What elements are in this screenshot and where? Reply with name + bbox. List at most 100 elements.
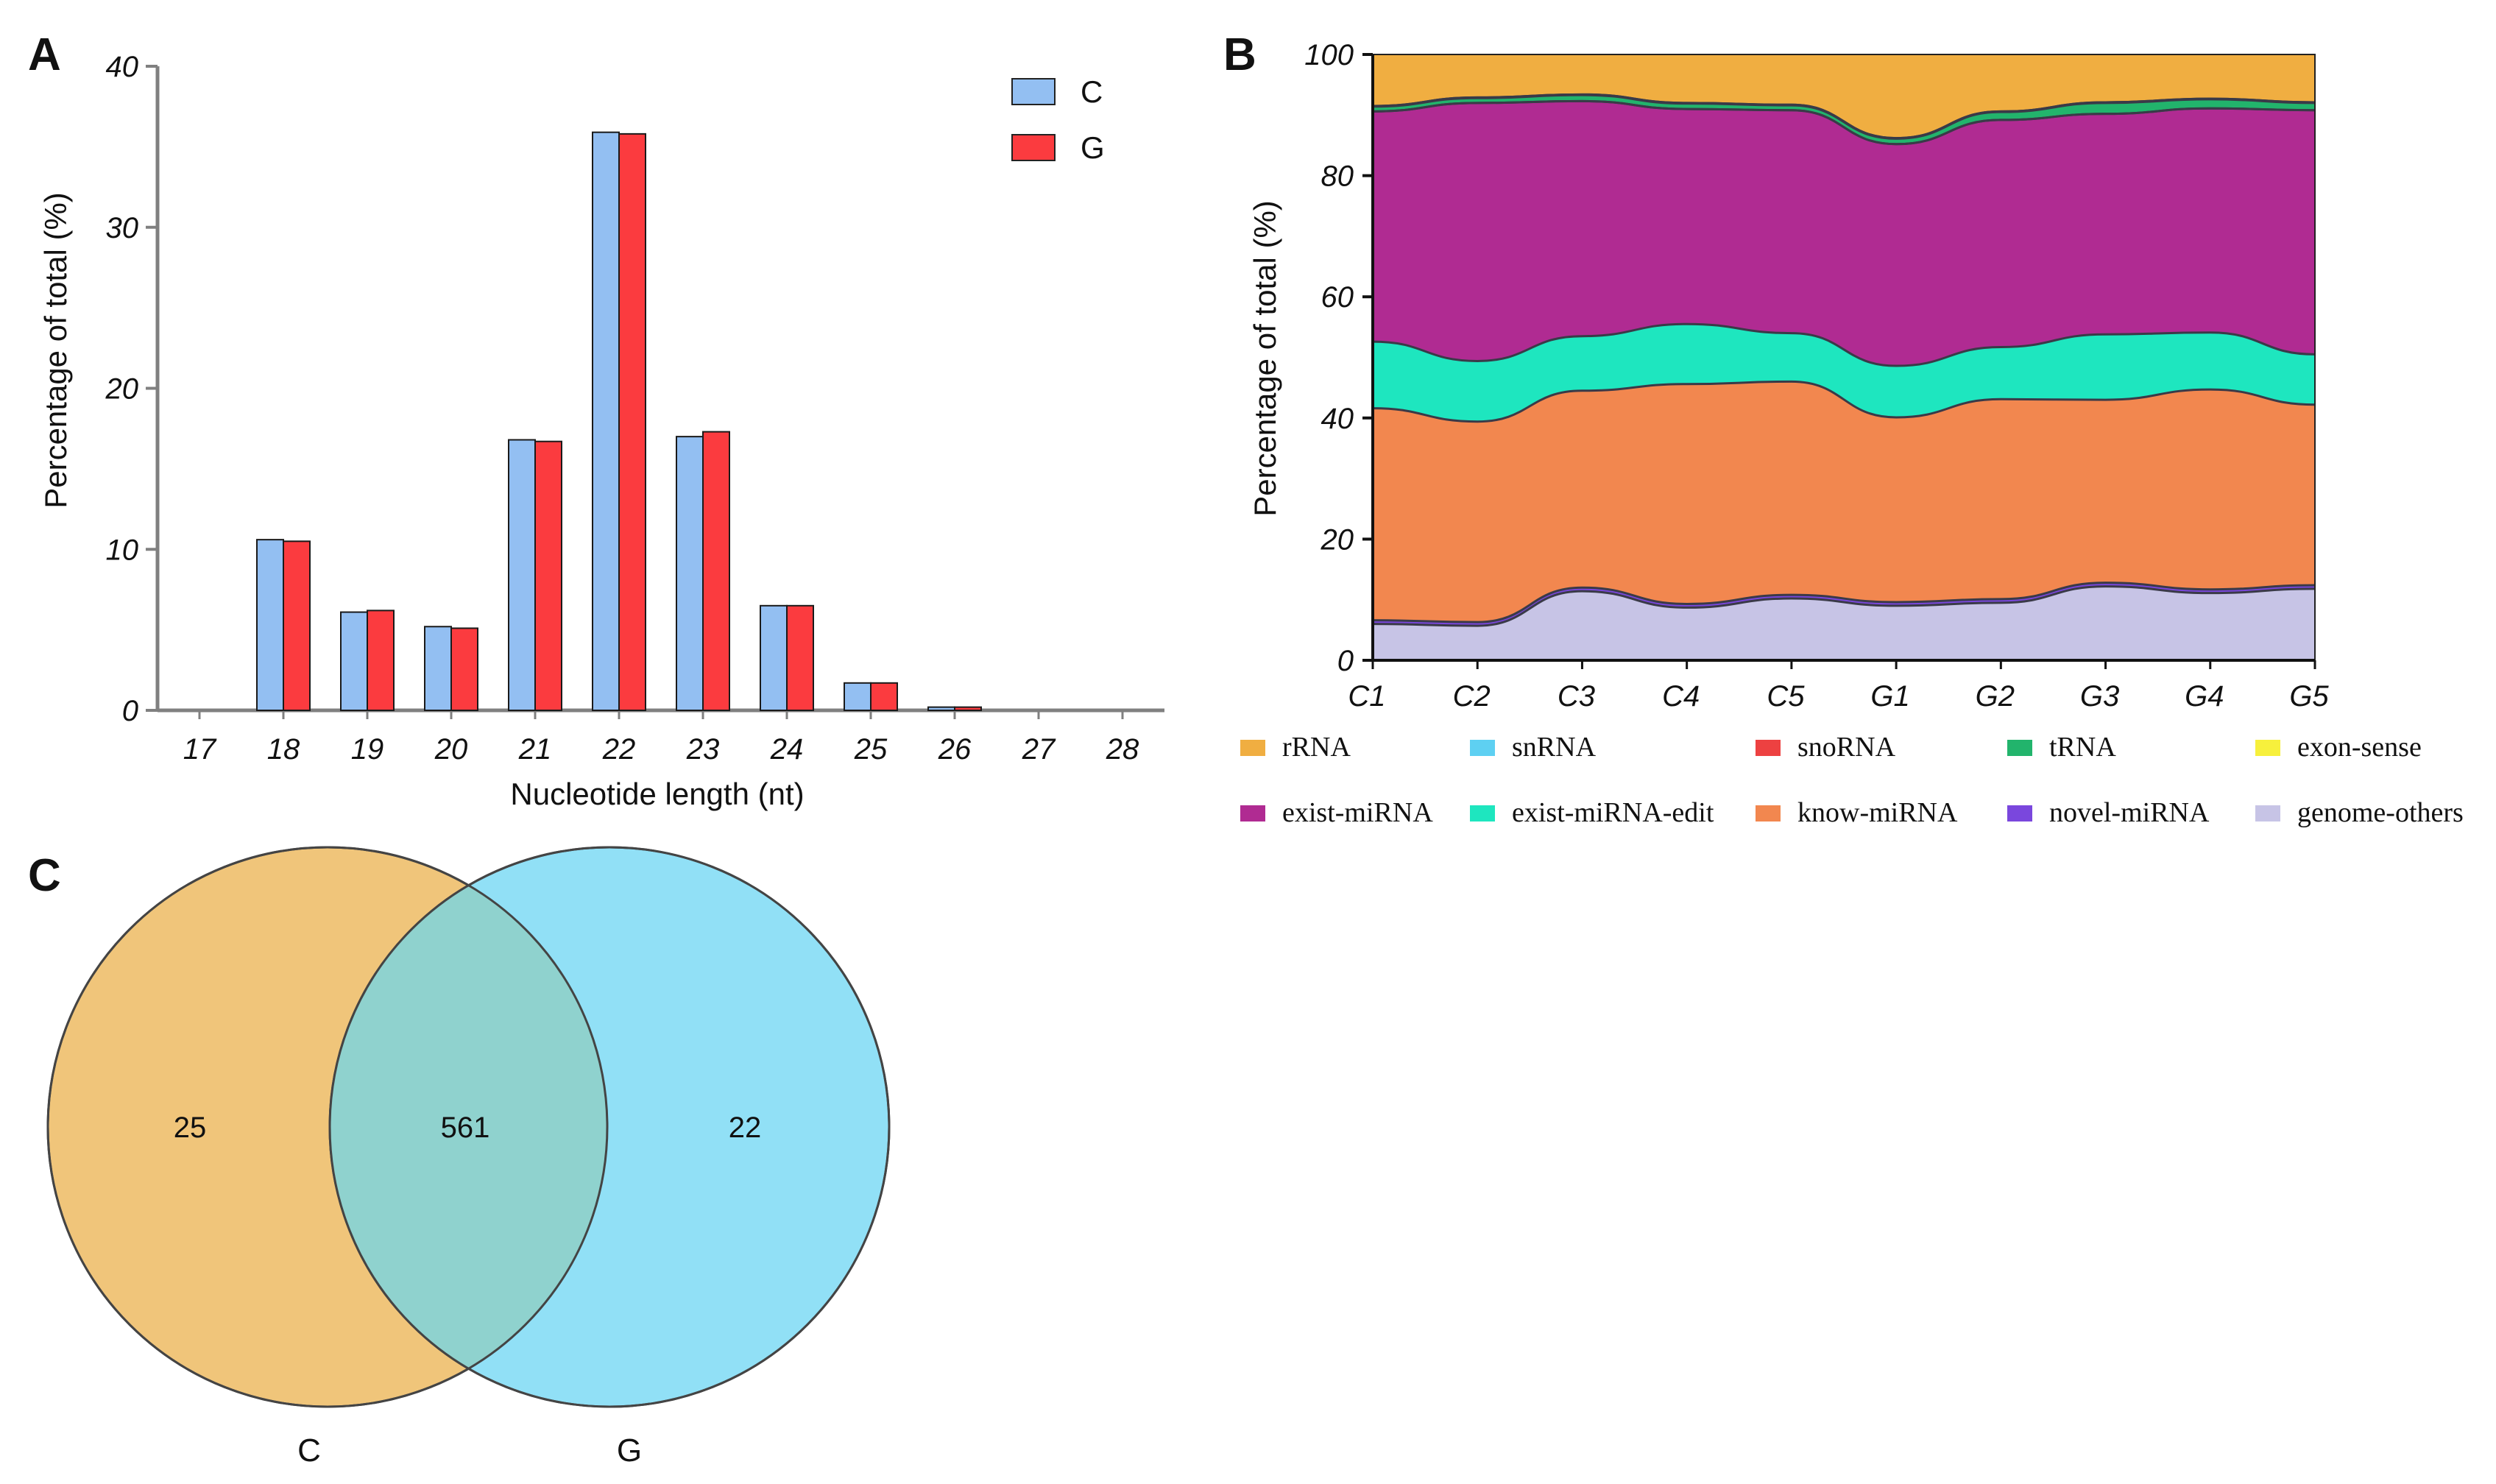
x-tick-label-b: G5 bbox=[2289, 680, 2329, 713]
x-tick-label-a: 17 bbox=[183, 733, 217, 766]
bar-g-23 bbox=[702, 431, 730, 711]
x-tick-label-a: 19 bbox=[351, 733, 384, 766]
legend-label-genome-others: genome-others bbox=[2297, 797, 2464, 828]
legend-label-c: C bbox=[1081, 74, 1103, 109]
bar-g-22 bbox=[618, 132, 646, 711]
bar-c-21 bbox=[508, 439, 536, 711]
bar-g-26 bbox=[954, 706, 982, 711]
legend-a: C G bbox=[1011, 74, 1105, 165]
legend-swatch-exon-sense bbox=[2255, 740, 2280, 756]
y-tick-label-a: 40 bbox=[106, 51, 139, 83]
x-tick-label-a: 24 bbox=[770, 733, 804, 766]
legend-swatch-g bbox=[1011, 134, 1056, 161]
legend-swatch-novel-miRNA bbox=[2007, 805, 2032, 822]
x-tick-label-a: 27 bbox=[1022, 733, 1056, 766]
bar-g-20 bbox=[450, 627, 478, 711]
x-tick-label-b: C5 bbox=[1767, 680, 1805, 713]
y-axis-title-b: Percentage of total (%) bbox=[1248, 200, 1282, 517]
legend-label-tRNA: tRNA bbox=[2049, 732, 2116, 763]
legend-swatch-snoRNA bbox=[1756, 740, 1781, 756]
bar-c-23 bbox=[676, 436, 704, 711]
x-tick-label-a: 21 bbox=[518, 733, 552, 766]
y-axis-title-a: Percentage of total (%) bbox=[38, 192, 73, 509]
bar-c-19 bbox=[340, 611, 368, 711]
area-chart-panel-b: B Percentage of total (%) 0 20 40 60 80 100 C1… bbox=[1223, 29, 2464, 828]
panel-label-b: B bbox=[1223, 29, 1256, 80]
x-tick-label-a: 25 bbox=[854, 733, 888, 766]
bar-g-19 bbox=[367, 610, 395, 711]
x-tick-label-a: 22 bbox=[602, 733, 636, 766]
venn-count-overlap: 561 bbox=[441, 1112, 490, 1144]
legend-label-g: G bbox=[1081, 130, 1105, 165]
x-tick-label-a: 26 bbox=[938, 733, 972, 766]
bar-chart-panel-a: A Percentage of total (%) Nucleotide len… bbox=[28, 29, 1164, 811]
x-tick-label-b: C2 bbox=[1453, 680, 1491, 713]
bar-c-18 bbox=[256, 539, 284, 711]
y-tick-label-a: 20 bbox=[105, 373, 139, 406]
venn-label-c: C bbox=[297, 1432, 321, 1469]
venn-outline-c bbox=[46, 846, 609, 1408]
venn-outline-g bbox=[328, 846, 891, 1408]
x-tick-label-a: 20 bbox=[434, 733, 468, 766]
venn-count-only-c: 25 bbox=[174, 1112, 207, 1144]
legend-b: rRNA snRNA snoRNA tRNA exon-sense exist-miRNA… bbox=[1240, 732, 2464, 828]
legend-label-exist-miRNA: exist-miRNA bbox=[1282, 797, 1433, 828]
y-tick-label-a: 30 bbox=[106, 212, 139, 244]
bar-g-24 bbox=[786, 604, 814, 711]
x-tick-label-b: C4 bbox=[1662, 680, 1700, 713]
x-tick-label-b: C1 bbox=[1348, 680, 1385, 713]
venn-diagram-panel-c: C 25 561 22 C G bbox=[28, 846, 891, 1469]
y-tick-label-a: 0 bbox=[122, 695, 138, 727]
bar-c-26 bbox=[927, 706, 955, 711]
legend-swatch-know-miRNA bbox=[1756, 805, 1781, 822]
y-tick-label-b: 40 bbox=[1321, 403, 1354, 435]
boundary-line-exist-miRNA-edit bbox=[1372, 322, 2316, 367]
panel-label-a: A bbox=[28, 29, 61, 80]
bar-c-25 bbox=[844, 682, 872, 711]
boundary-line-exon-sense bbox=[1372, 99, 2316, 146]
venn-overlap-region bbox=[330, 847, 607, 1407]
venn-label-g: G bbox=[617, 1432, 642, 1469]
y-tick-label-b: 100 bbox=[1304, 39, 1354, 71]
legend-label-exon-sense: exon-sense bbox=[2297, 732, 2422, 763]
bar-c-24 bbox=[760, 604, 788, 711]
bar-g-25 bbox=[870, 682, 898, 711]
x-tick-label-b: G2 bbox=[1976, 680, 2015, 713]
x-tick-label-a: 28 bbox=[1106, 733, 1139, 766]
x-tick-label-b: G1 bbox=[1870, 680, 1909, 713]
x-axis-title-a: Nucleotide length (nt) bbox=[510, 777, 804, 811]
y-tick-label-a: 10 bbox=[106, 534, 139, 566]
legend-swatch-rRNA bbox=[1240, 740, 1265, 756]
area-layer-exist-miRNA bbox=[1372, 100, 2316, 367]
y-tick-label-b: 80 bbox=[1321, 160, 1354, 193]
legend-label-know-miRNA: know-miRNA bbox=[1797, 797, 1958, 828]
panel-label-c: C bbox=[28, 850, 61, 901]
legend-label-rRNA: rRNA bbox=[1282, 732, 1351, 763]
area-layer-know-miRNA bbox=[1372, 381, 2316, 623]
legend-swatch-tRNA bbox=[2007, 740, 2032, 756]
boundary-line-know-miRNA bbox=[1372, 380, 2316, 423]
legend-swatch-exist-miRNA bbox=[1240, 805, 1265, 822]
bar-g-18 bbox=[283, 540, 311, 711]
legend-swatch-exist-miRNA-edit bbox=[1470, 805, 1495, 822]
bar-g-21 bbox=[534, 440, 562, 711]
y-tick-label-b: 0 bbox=[1337, 645, 1354, 677]
legend-swatch-genome-others bbox=[2255, 805, 2280, 822]
x-tick-label-a: 18 bbox=[267, 733, 300, 766]
legend-swatch-c bbox=[1011, 78, 1056, 105]
x-tick-label-a: 23 bbox=[686, 733, 720, 766]
legend-label-exist-miRNA-edit: exist-miRNA-edit bbox=[1512, 797, 1714, 828]
x-tick-label-b: C3 bbox=[1558, 680, 1595, 713]
legend-label-snRNA: snRNA bbox=[1512, 732, 1597, 763]
x-tick-label-b: G4 bbox=[2185, 680, 2224, 713]
boundary-line-snRNA bbox=[1372, 93, 2316, 140]
legend-swatch-snRNA bbox=[1470, 740, 1495, 756]
y-tick-label-b: 20 bbox=[1321, 523, 1354, 556]
x-tick-label-b: G3 bbox=[2080, 680, 2119, 713]
legend-label-snoRNA: snoRNA bbox=[1797, 732, 1896, 763]
boundary-line-novel-miRNA bbox=[1372, 582, 2316, 623]
bar-c-22 bbox=[592, 131, 620, 711]
legend-label-novel-miRNA: novel-miRNA bbox=[2049, 797, 2210, 828]
bar-c-20 bbox=[424, 626, 452, 711]
